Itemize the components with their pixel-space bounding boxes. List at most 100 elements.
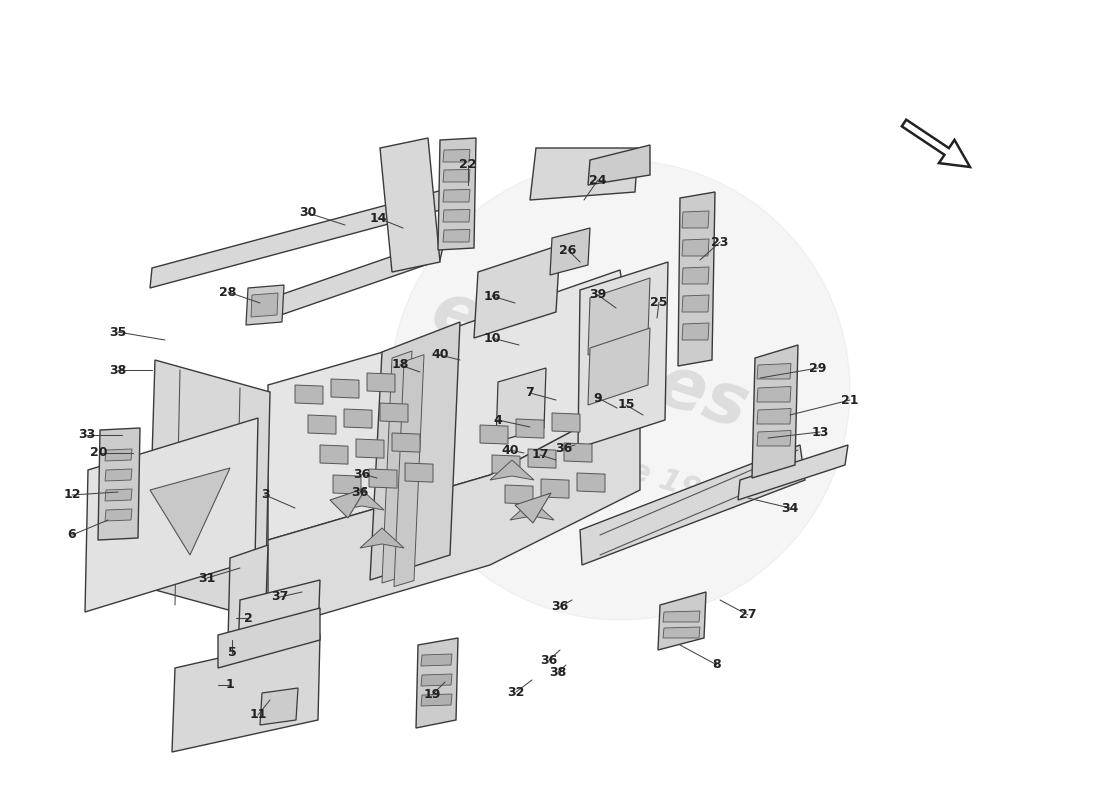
Polygon shape (443, 190, 470, 202)
Polygon shape (150, 188, 450, 288)
Polygon shape (421, 674, 452, 686)
Text: 21: 21 (842, 394, 859, 406)
Text: a passion since 1985: a passion since 1985 (395, 381, 745, 519)
Text: 35: 35 (109, 326, 126, 338)
Text: 11: 11 (250, 709, 266, 722)
Polygon shape (588, 145, 650, 185)
Polygon shape (443, 230, 470, 242)
Text: 36: 36 (556, 442, 573, 454)
Polygon shape (505, 485, 534, 504)
Polygon shape (260, 688, 298, 725)
Polygon shape (85, 418, 258, 612)
Text: 29: 29 (810, 362, 827, 374)
Text: 17: 17 (531, 449, 549, 462)
Text: 36: 36 (353, 467, 371, 481)
Polygon shape (172, 635, 320, 752)
Polygon shape (682, 239, 710, 256)
Polygon shape (658, 592, 706, 650)
Polygon shape (382, 351, 412, 583)
Polygon shape (104, 489, 132, 501)
Polygon shape (405, 463, 433, 482)
Polygon shape (752, 345, 798, 478)
Polygon shape (757, 409, 791, 424)
Polygon shape (344, 409, 372, 428)
Polygon shape (663, 627, 700, 638)
Polygon shape (541, 479, 569, 498)
Polygon shape (757, 430, 791, 446)
Text: 22: 22 (460, 158, 476, 171)
Polygon shape (492, 455, 520, 474)
Text: 9: 9 (594, 391, 603, 405)
Polygon shape (331, 379, 359, 398)
Polygon shape (757, 363, 791, 379)
Text: 3: 3 (261, 489, 270, 502)
Polygon shape (228, 545, 268, 642)
Polygon shape (308, 415, 336, 434)
Text: 25: 25 (650, 295, 668, 309)
Polygon shape (360, 528, 404, 548)
Text: 14: 14 (370, 211, 387, 225)
Polygon shape (550, 228, 590, 275)
Polygon shape (443, 170, 470, 182)
Text: 40: 40 (502, 443, 519, 457)
Polygon shape (510, 500, 554, 520)
Polygon shape (394, 354, 424, 586)
Polygon shape (148, 360, 270, 620)
Polygon shape (98, 428, 140, 540)
Polygon shape (150, 468, 230, 555)
Text: 24: 24 (590, 174, 607, 186)
Text: 5: 5 (228, 646, 236, 659)
Polygon shape (588, 278, 650, 355)
Text: 12: 12 (64, 489, 80, 502)
Polygon shape (496, 368, 546, 442)
Polygon shape (416, 638, 458, 728)
Polygon shape (580, 445, 805, 565)
Text: europes: europes (422, 276, 757, 444)
Polygon shape (320, 445, 348, 464)
Polygon shape (480, 425, 508, 444)
Text: 28: 28 (219, 286, 236, 298)
Text: 20: 20 (90, 446, 108, 459)
Polygon shape (370, 322, 460, 580)
Polygon shape (251, 293, 278, 317)
Polygon shape (379, 138, 440, 272)
Polygon shape (682, 211, 710, 228)
Text: 23: 23 (712, 235, 728, 249)
Polygon shape (474, 245, 560, 338)
Polygon shape (268, 395, 640, 630)
Text: 7: 7 (526, 386, 535, 399)
Polygon shape (340, 490, 384, 510)
Text: 34: 34 (781, 502, 799, 514)
Text: 36: 36 (551, 601, 569, 614)
Polygon shape (246, 285, 284, 325)
Polygon shape (678, 192, 715, 366)
Polygon shape (367, 373, 395, 392)
Text: 38: 38 (109, 363, 126, 377)
Polygon shape (578, 473, 605, 492)
Text: 8: 8 (713, 658, 722, 671)
Text: 15: 15 (617, 398, 635, 411)
Text: 6: 6 (68, 529, 76, 542)
Polygon shape (515, 493, 551, 523)
Polygon shape (682, 323, 710, 340)
Text: 37: 37 (272, 590, 288, 603)
Polygon shape (104, 449, 132, 461)
Polygon shape (663, 611, 700, 622)
Polygon shape (295, 385, 323, 404)
Text: 32: 32 (507, 686, 525, 698)
Text: 16: 16 (483, 290, 500, 302)
Text: 31: 31 (198, 571, 216, 585)
Polygon shape (330, 488, 366, 518)
Polygon shape (578, 262, 668, 448)
Text: 39: 39 (590, 289, 606, 302)
Text: 38: 38 (549, 666, 566, 678)
Polygon shape (588, 328, 650, 405)
Text: 10: 10 (483, 331, 500, 345)
Text: 30: 30 (299, 206, 317, 219)
Polygon shape (104, 509, 132, 521)
Polygon shape (757, 386, 791, 402)
Polygon shape (421, 654, 452, 666)
Text: 27: 27 (739, 609, 757, 622)
Polygon shape (438, 138, 476, 250)
Text: 19: 19 (424, 689, 441, 702)
